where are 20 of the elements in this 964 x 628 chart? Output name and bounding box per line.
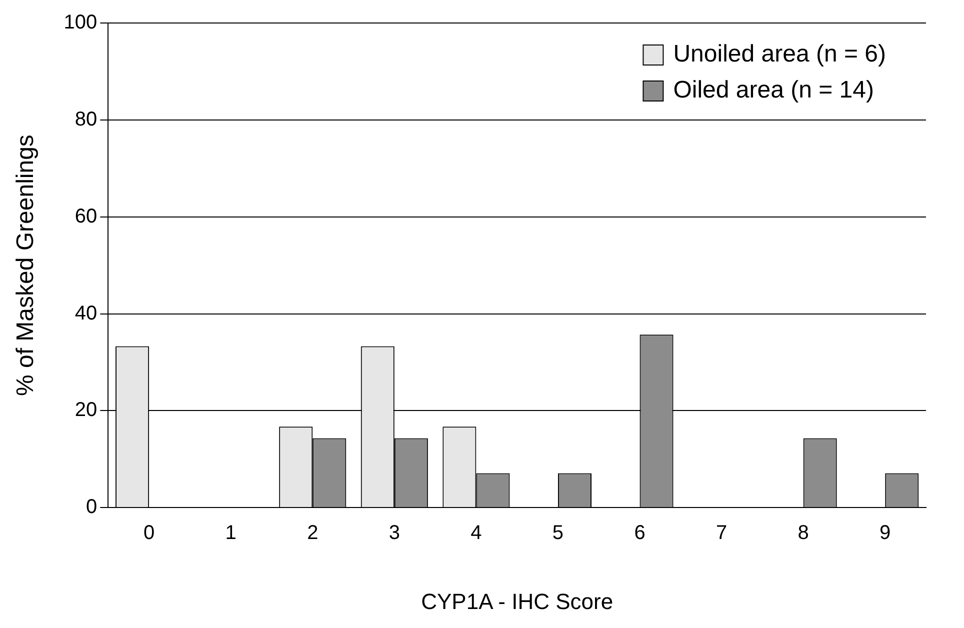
y-axis-title: % of Masked Greenlings bbox=[12, 134, 40, 396]
y-tick-label: 100 bbox=[64, 12, 98, 34]
legend-label: Unoiled area (n = 6) bbox=[673, 40, 886, 68]
x-tick-label: 5 bbox=[552, 522, 564, 544]
x-tick-label: 7 bbox=[716, 522, 728, 544]
y-tick-label: 80 bbox=[74, 108, 98, 130]
x-tick-label: 4 bbox=[470, 522, 482, 544]
y-tick-label: 20 bbox=[74, 399, 98, 422]
y-tick-label: 40 bbox=[74, 302, 98, 324]
x-tick-label: 1 bbox=[225, 522, 236, 544]
x-tick-label: 3 bbox=[388, 522, 400, 544]
x-axis-title: CYP1A - IHC Score bbox=[421, 588, 614, 614]
y-tick-label: 60 bbox=[74, 205, 98, 228]
x-tick-label: 8 bbox=[798, 522, 809, 544]
x-tick-label: 6 bbox=[634, 522, 646, 544]
y-tick-label: 0 bbox=[86, 496, 98, 518]
legend-label: Oiled area (n = 14) bbox=[673, 76, 874, 104]
x-tick-label: 0 bbox=[144, 522, 155, 544]
x-tick-label: 9 bbox=[880, 522, 891, 544]
x-tick-label: 2 bbox=[307, 522, 318, 544]
